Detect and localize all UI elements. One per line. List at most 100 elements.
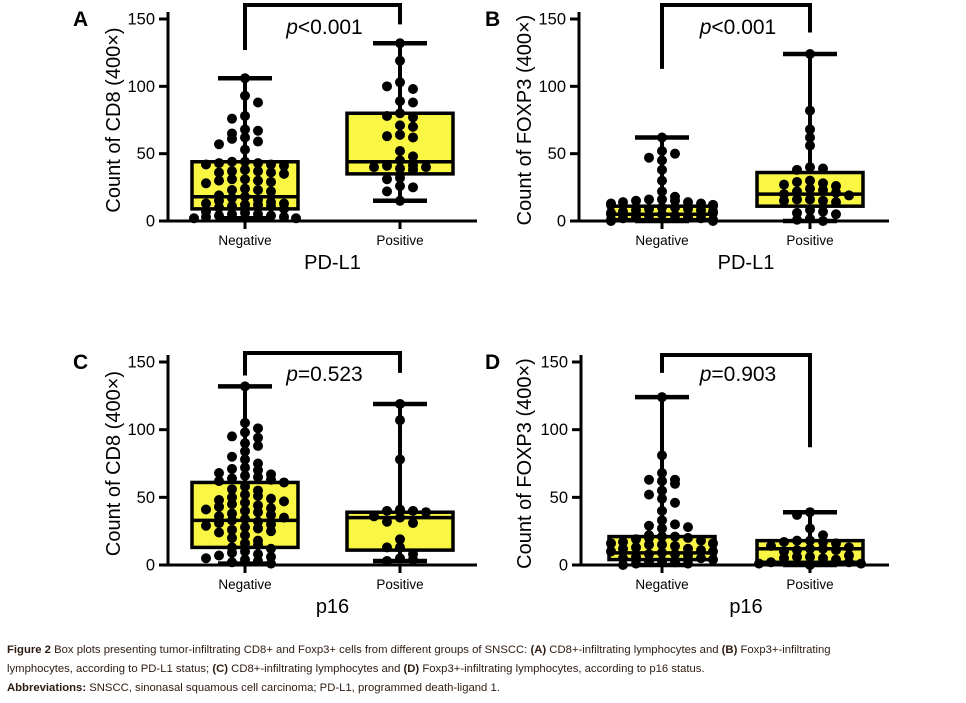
data-point	[395, 512, 405, 523]
data-point	[657, 132, 667, 143]
boxplot-negative	[189, 73, 301, 224]
data-point	[227, 201, 237, 212]
data-point	[805, 162, 815, 173]
data-point	[395, 454, 405, 465]
category-label: Negative	[218, 233, 271, 248]
data-point	[253, 158, 263, 169]
caption-text-segment: CD8+-infiltrating lymphocytes and	[546, 644, 722, 656]
data-point	[779, 536, 789, 547]
data-point	[644, 210, 654, 221]
data-point	[382, 131, 392, 142]
data-point	[696, 535, 706, 546]
y-tick-label: 100	[540, 421, 568, 439]
caption-text-segment: SNSCC, sinonasal squamous cell carcinoma…	[86, 681, 500, 694]
category-label: Positive	[786, 577, 833, 592]
data-point	[670, 497, 680, 508]
data-point	[670, 549, 680, 560]
data-point	[214, 175, 224, 186]
category-label: Positive	[376, 577, 423, 592]
x-axis-title: p16	[729, 596, 762, 618]
data-point	[683, 532, 693, 543]
data-point	[696, 553, 706, 564]
data-point	[805, 175, 815, 186]
data-point	[227, 431, 237, 442]
scatter-points	[606, 392, 718, 570]
y-tick-label: 100	[127, 78, 155, 96]
scatter-points	[754, 507, 866, 570]
data-point	[657, 186, 667, 197]
data-point	[657, 485, 667, 496]
data-point	[382, 186, 392, 197]
data-point	[792, 176, 802, 187]
data-point	[214, 501, 224, 512]
data-point	[670, 478, 680, 489]
data-point	[279, 211, 289, 222]
boxplot-positive	[345, 398, 455, 566]
data-point	[395, 398, 405, 409]
data-point	[253, 423, 263, 434]
data-point	[696, 205, 706, 216]
data-point	[382, 160, 392, 171]
data-point	[805, 140, 815, 151]
category-label: Positive	[376, 233, 423, 248]
caption-bold-segment: (B)	[721, 644, 738, 656]
data-point	[189, 213, 199, 224]
data-point	[683, 558, 693, 569]
data-point	[631, 542, 641, 553]
caption-bold-segment: (D)	[403, 662, 420, 675]
data-point	[253, 472, 263, 483]
data-point	[792, 164, 802, 175]
data-point	[831, 554, 841, 565]
data-point	[657, 515, 667, 526]
data-point	[266, 526, 276, 537]
data-point	[253, 555, 263, 566]
data-point	[240, 481, 250, 492]
data-point	[779, 195, 789, 206]
data-point	[805, 543, 815, 554]
data-point	[657, 531, 667, 542]
data-point	[408, 112, 418, 123]
data-point	[395, 163, 405, 174]
data-point	[227, 473, 237, 484]
data-point	[792, 509, 802, 520]
data-point	[696, 545, 706, 556]
data-point	[670, 148, 680, 159]
data-point	[227, 532, 237, 543]
data-point	[792, 194, 802, 205]
data-point	[395, 55, 405, 66]
caption-text-segment: Foxp3+-infiltrating	[737, 644, 831, 656]
data-point	[369, 162, 379, 173]
data-point	[708, 546, 718, 557]
panel-C: C 0 50 100 150 Negative Positive p16 Count of CD…	[73, 351, 477, 618]
caption-text-segment: CD8+-infiltrating lymphocytes and	[228, 662, 404, 675]
data-point	[395, 415, 405, 426]
data-point	[657, 493, 667, 504]
data-point	[253, 490, 263, 501]
data-point	[395, 38, 405, 49]
data-point	[214, 476, 224, 487]
y-axis-title: Count of FOXP3 (400×)	[514, 358, 536, 569]
boxplot-positive	[754, 507, 866, 570]
data-point	[253, 539, 263, 550]
scatter-points	[369, 38, 431, 206]
y-tick-label: 50	[137, 145, 155, 163]
data-point	[240, 110, 250, 121]
y-axis-title: Count of CD8 (400×)	[103, 27, 125, 212]
data-point	[382, 542, 392, 553]
p-value-label: p=0.903	[699, 363, 777, 386]
data-point	[618, 560, 628, 570]
boxplot-negative	[190, 381, 300, 569]
caption-bold-segment: Figure 2	[7, 644, 51, 656]
y-axis-title: Count of CD8 (400×)	[103, 371, 125, 556]
data-point	[266, 493, 276, 504]
data-point	[395, 504, 405, 515]
data-point	[395, 172, 405, 183]
data-point	[227, 133, 237, 144]
data-point	[240, 174, 250, 185]
data-point	[805, 49, 815, 60]
data-point	[395, 108, 405, 119]
y-tick-label: 0	[146, 557, 155, 575]
data-point	[395, 155, 405, 166]
data-point	[253, 209, 263, 220]
data-point	[670, 202, 680, 213]
